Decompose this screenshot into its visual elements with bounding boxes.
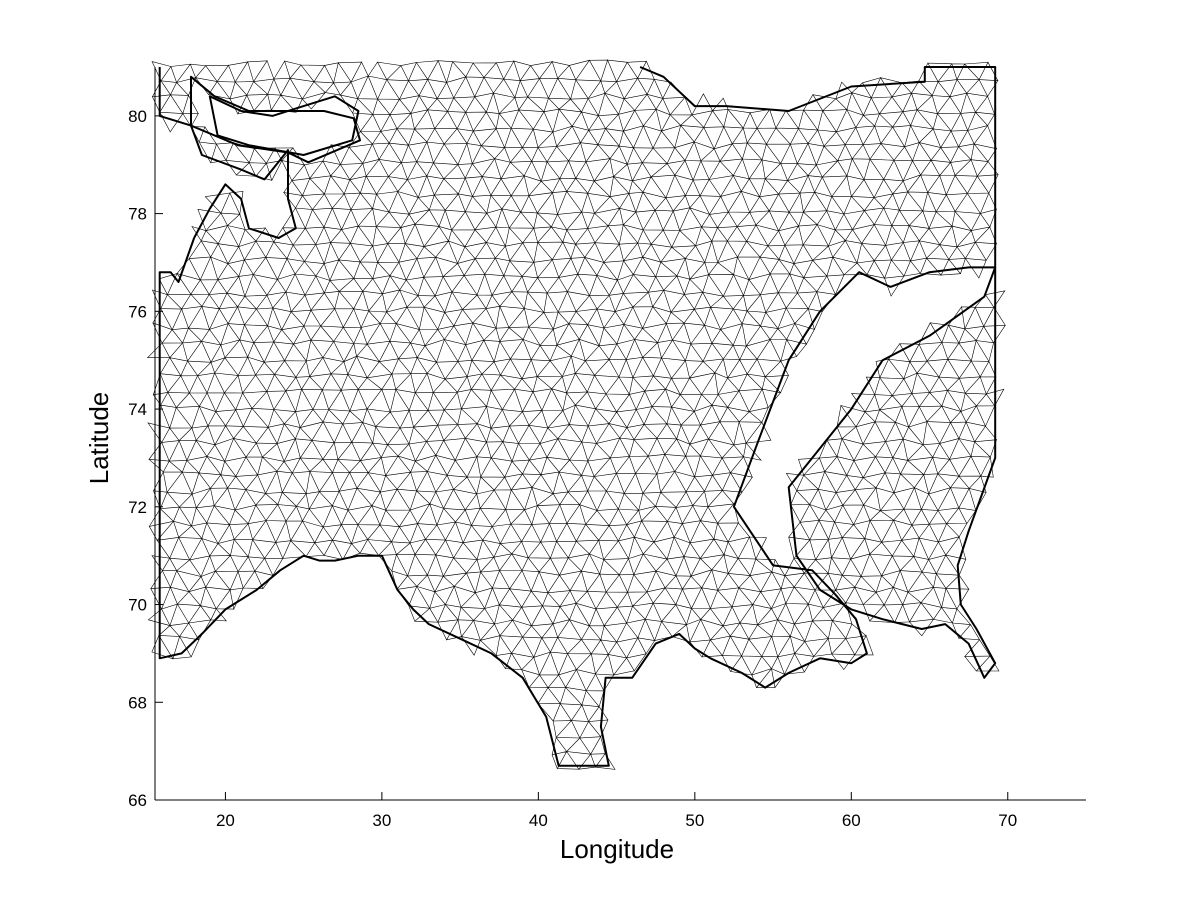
plot-area bbox=[146, 59, 1006, 770]
y-tick-label: 78 bbox=[128, 205, 147, 224]
x-tick-label: 30 bbox=[372, 811, 391, 830]
y-tick-label: 80 bbox=[128, 107, 147, 126]
y-axis-label: Latitude bbox=[84, 392, 114, 485]
y-tick-label: 74 bbox=[128, 400, 147, 419]
y-ticks: 66 68 70 72 74 76 78 80 bbox=[128, 107, 163, 810]
y-tick-label: 66 bbox=[128, 791, 147, 810]
x-tick-label: 40 bbox=[529, 811, 548, 830]
axes: 20 30 40 50 60 70 66 68 70 72 74 76 78 80 bbox=[128, 67, 1086, 830]
y-tick-label: 76 bbox=[128, 302, 147, 321]
x-tick-label: 60 bbox=[842, 811, 861, 830]
x-ticks: 20 30 40 50 60 70 bbox=[216, 792, 1017, 830]
island-boundary bbox=[208, 95, 360, 156]
x-tick-label: 20 bbox=[216, 811, 235, 830]
x-tick-label: 70 bbox=[998, 811, 1017, 830]
y-tick-label: 70 bbox=[128, 596, 147, 615]
coastline-boundary bbox=[158, 66, 997, 767]
x-tick-label: 50 bbox=[685, 811, 704, 830]
triangular-mesh bbox=[146, 59, 1006, 770]
y-tick-label: 72 bbox=[128, 498, 147, 517]
x-axis-label: Longitude bbox=[560, 834, 674, 864]
mesh-edges bbox=[146, 59, 1006, 770]
y-tick-label: 68 bbox=[128, 693, 147, 712]
domain-boundary bbox=[158, 66, 997, 767]
